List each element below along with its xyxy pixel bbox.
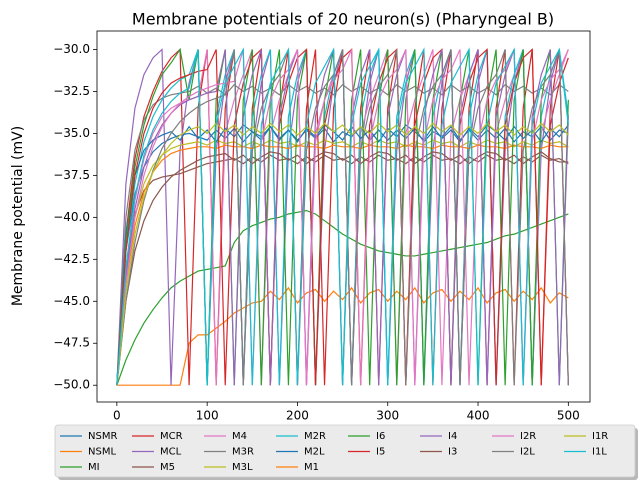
- x-tick-label: 500: [557, 409, 580, 423]
- series-line: [116, 139, 569, 386]
- legend-label: I3: [448, 447, 457, 458]
- legend-label: I6: [376, 431, 385, 442]
- legend-box: [54, 424, 636, 478]
- legend-label: M4: [232, 431, 247, 442]
- legend: NSMR NSML MI MCR MCL M5 M4 M3R M3L M2R M2L M1 I6 I5 I4…: [54, 424, 638, 480]
- x-tick-label: 400: [467, 409, 490, 423]
- legend-label: M3L: [232, 462, 253, 473]
- legend-label: I1L: [592, 447, 607, 458]
- series-line: [116, 83, 569, 386]
- x-tick-label: 100: [196, 409, 219, 423]
- series-line: [116, 47, 569, 386]
- legend-label: I2L: [520, 447, 535, 458]
- plot-frame: [96, 30, 591, 403]
- legend-label: I1R: [592, 431, 608, 442]
- plot-lines: [116, 47, 569, 386]
- x-tick-label: 300: [376, 409, 399, 423]
- legend-label: M2L: [304, 447, 325, 458]
- legend-label: MCR: [160, 431, 183, 442]
- legend-label: I2R: [520, 431, 536, 442]
- series-line: [116, 286, 569, 386]
- series-line: [116, 151, 569, 386]
- series-line: [116, 125, 569, 386]
- series-line: [116, 154, 569, 386]
- legend-label: NSMR: [88, 431, 117, 442]
- legend-label: I5: [376, 447, 385, 458]
- y-tick-label: −42.5: [53, 252, 90, 266]
- legend-label: MI: [88, 462, 100, 473]
- y-tick-label: −35.0: [53, 126, 90, 140]
- y-tick-label: −30.0: [53, 42, 90, 56]
- chart-title: Membrane potentials of 20 neuron(s) (Pha…: [132, 10, 554, 29]
- y-tick-label: −50.0: [53, 378, 90, 392]
- legend-label: M5: [160, 462, 175, 473]
- y-tick-label: −47.5: [53, 336, 90, 350]
- y-tick-label: −45.0: [53, 294, 90, 308]
- legend-label: NSML: [88, 447, 116, 458]
- series-line: [116, 122, 569, 386]
- series-line: [116, 144, 569, 386]
- legend-label: M2R: [304, 431, 326, 442]
- legend-label: M1: [304, 462, 319, 473]
- y-tick-label: −37.5: [53, 168, 90, 182]
- series-line: [116, 209, 569, 386]
- x-tick-label: 200: [286, 409, 309, 423]
- legend-label: M3R: [232, 447, 254, 458]
- y-tick-label: −40.0: [53, 210, 90, 224]
- y-axis-label: Membrane potential (mV): [10, 126, 26, 306]
- y-tick-label: −32.5: [53, 84, 90, 98]
- legend-label: MCL: [160, 447, 182, 458]
- series-line: [116, 49, 569, 386]
- legend-label: I4: [448, 431, 457, 442]
- x-tick-label: 0: [113, 409, 121, 423]
